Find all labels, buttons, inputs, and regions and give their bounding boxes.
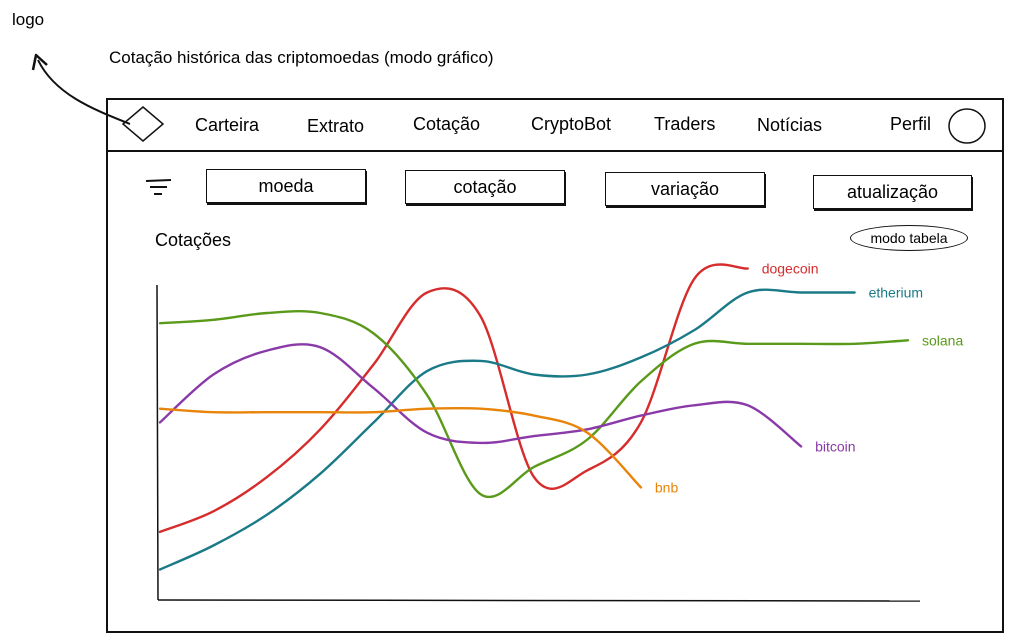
series-line-solana bbox=[158, 309, 910, 498]
series-label-solana: solana bbox=[922, 332, 963, 348]
nav-item-cryptobot[interactable]: CryptoBot bbox=[531, 114, 612, 134]
table-mode-toggle[interactable]: modo tabela bbox=[850, 225, 968, 251]
filter-atualizacao-button[interactable]: atualização bbox=[813, 175, 972, 209]
series-line-bitcoin bbox=[158, 343, 803, 448]
y-axis bbox=[156, 284, 159, 601]
top-navbar: Carteira Extrato Cotação CryptoBot Trade… bbox=[106, 98, 1004, 152]
chart-title: Cotações bbox=[155, 230, 232, 250]
nav-item-extrato[interactable]: Extrato bbox=[307, 116, 365, 136]
nav-item-cotacao[interactable]: Cotação bbox=[413, 114, 481, 134]
filter-moeda-button[interactable]: moeda bbox=[206, 169, 366, 203]
series-label-dogecoin: dogecoin bbox=[762, 261, 819, 277]
series-label-etherium: etherium bbox=[869, 285, 923, 301]
avatar[interactable] bbox=[946, 106, 988, 146]
series-label-bnb: bnb bbox=[655, 479, 679, 495]
nav-item-perfil[interactable]: Perfil bbox=[890, 114, 932, 134]
page-caption: Cotação histórica das criptomoedas (modo… bbox=[109, 48, 494, 67]
logo-diamond-icon[interactable] bbox=[120, 104, 166, 144]
app-window bbox=[106, 98, 1004, 633]
series-line-dogecoin bbox=[158, 263, 749, 534]
nav-item-traders[interactable]: Traders bbox=[654, 114, 716, 134]
series-line-bnb bbox=[158, 406, 643, 489]
series-label-bitcoin: bitcoin bbox=[815, 438, 855, 454]
nav-item-carteira[interactable]: Carteira bbox=[195, 115, 260, 135]
filter-variacao-button[interactable]: variação bbox=[605, 172, 765, 206]
filter-icon[interactable] bbox=[143, 177, 175, 201]
filter-cotacao-button[interactable]: cotação bbox=[405, 170, 565, 204]
series-line-etherium bbox=[158, 288, 856, 571]
x-axis bbox=[157, 599, 921, 602]
logo-annotation: logo bbox=[12, 10, 45, 29]
nav-item-noticias[interactable]: Notícias bbox=[757, 115, 823, 135]
